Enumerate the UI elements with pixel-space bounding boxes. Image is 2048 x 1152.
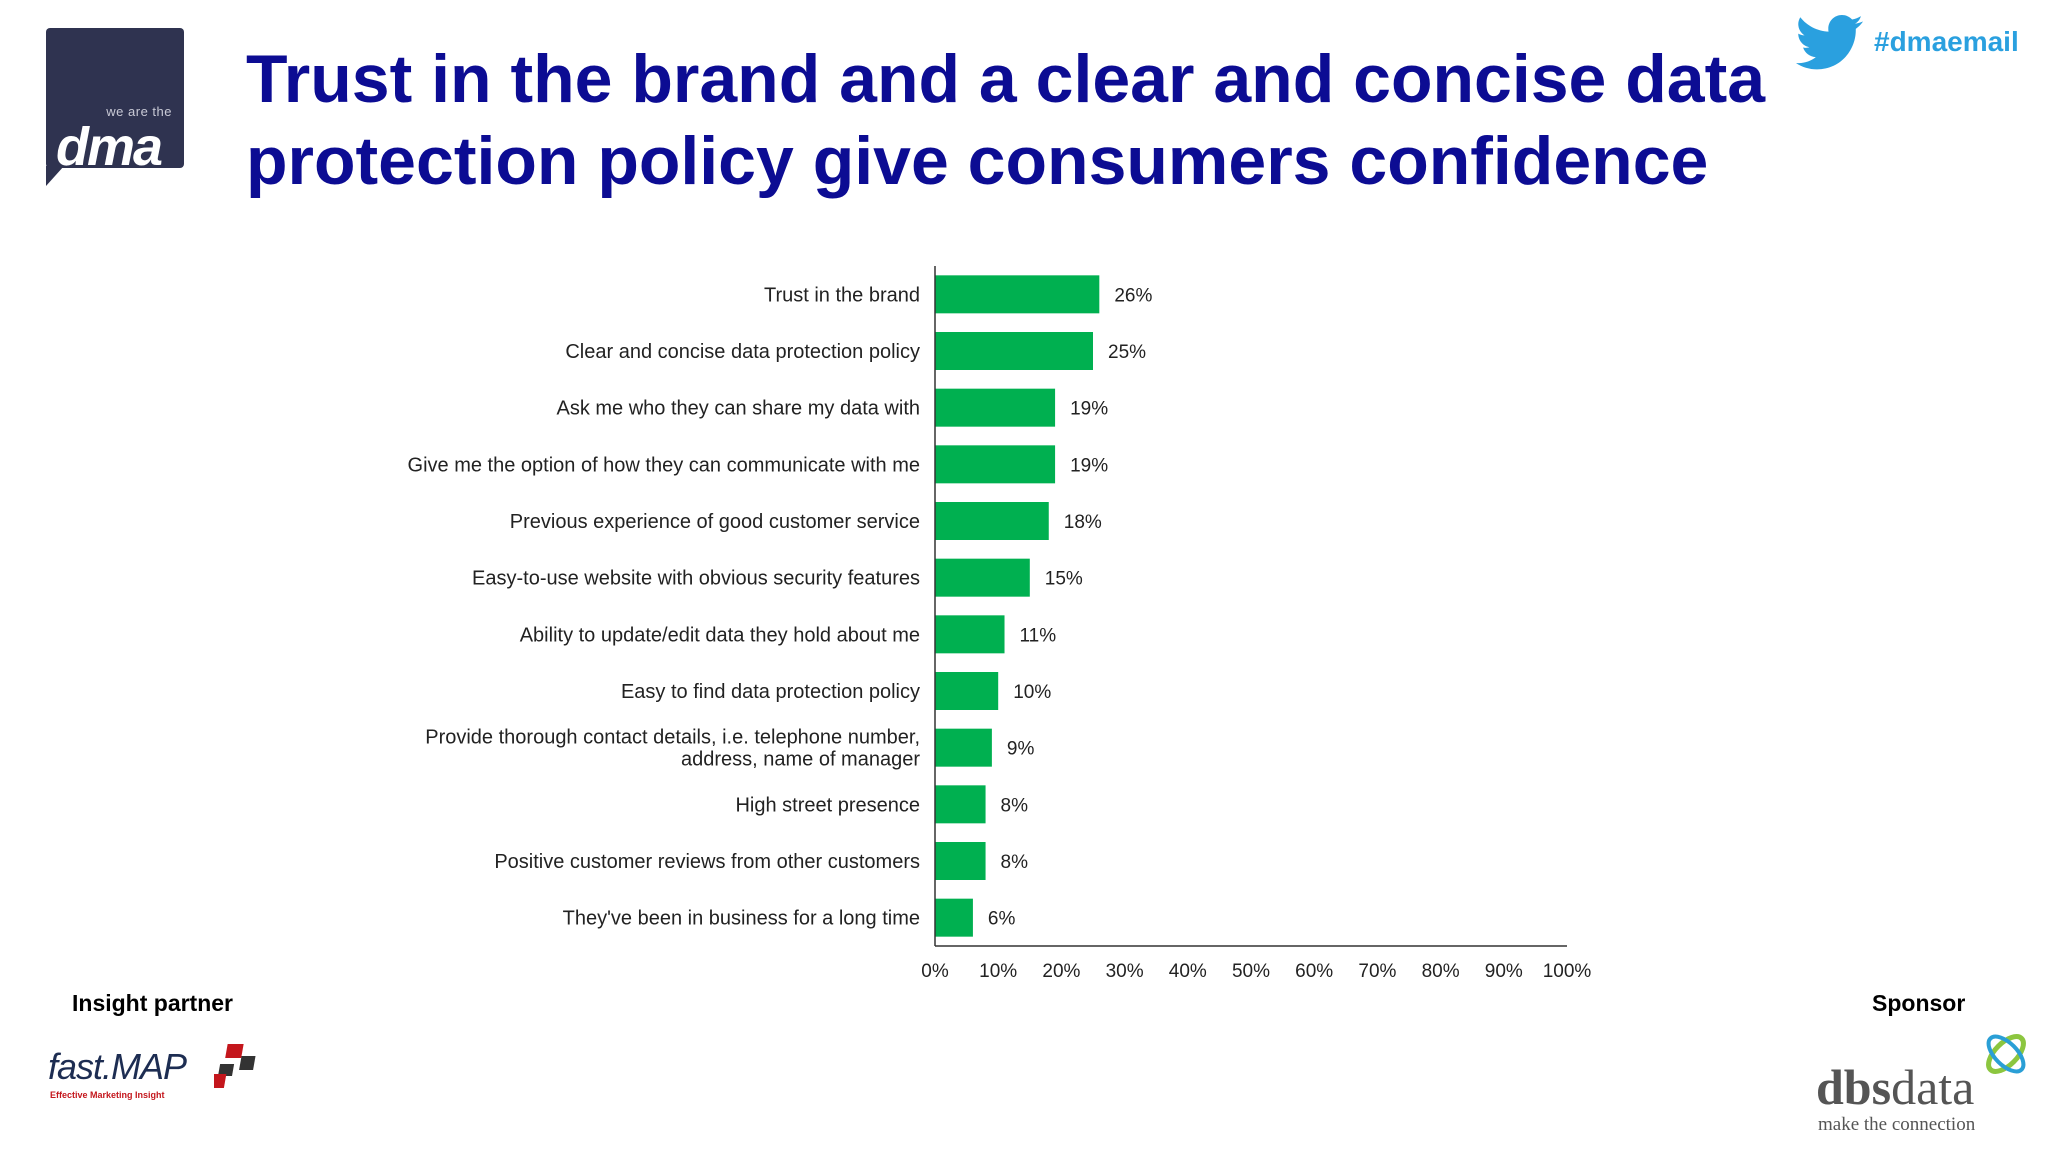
x-tick-label-30: 30% (1106, 961, 1144, 982)
category-label-2: Clear and concise data protection policy (565, 341, 920, 363)
dma-logo-box (46, 28, 184, 168)
page-title: Trust in the brand and a clear and conci… (246, 38, 1766, 202)
value-label-9: 9% (1007, 739, 1035, 760)
dma-logo-word: dma (56, 117, 163, 177)
dbs-data-logo-tagline: make the connection (1818, 1114, 1976, 1135)
bar-8 (935, 672, 999, 710)
category-label-line: Ask me who they can share my data with (557, 398, 921, 420)
dbs-swirl-icon (1986, 1034, 2026, 1074)
category-label-7: Ability to update/edit data they hold ab… (520, 624, 920, 646)
x-tick-label-100: 100% (1543, 961, 1592, 982)
category-label-12: They've been in business for a long time (563, 908, 920, 930)
x-tick-label-0: 0% (921, 961, 949, 982)
page-title-line-2: protection policy give consumers confide… (246, 123, 1709, 199)
x-tick-label-80: 80% (1422, 961, 1460, 982)
page-title-line-1: Trust in the brand and a clear and conci… (246, 41, 1766, 117)
fastmap-cube-icon (214, 1044, 256, 1088)
twitter-bird-icon (1796, 14, 1863, 70)
category-label-line: Give me the option of how they can commu… (408, 454, 920, 476)
category-label-6: Easy-to-use website with obvious securit… (472, 568, 920, 590)
value-label-8: 10% (1013, 682, 1051, 703)
x-tick-label-70: 70% (1358, 961, 1396, 982)
category-label-line: They've been in business for a long time (563, 908, 920, 930)
bar-6 (935, 558, 1030, 597)
x-tick-label-50: 50% (1232, 961, 1270, 982)
category-label-line: Provide thorough contact details, i.e. t… (425, 727, 920, 749)
bar-10 (935, 785, 986, 824)
value-label-1: 26% (1114, 285, 1152, 306)
category-label-8: Easy to find data protection policy (621, 681, 920, 703)
x-tick-label-90: 90% (1485, 961, 1523, 982)
fastmap-logo-tagline: Effective Marketing Insight (50, 1090, 165, 1100)
dma-logo: we are the dma (46, 28, 184, 186)
sponsor-label: Sponsor (1872, 990, 1966, 1016)
value-label-4: 19% (1070, 455, 1108, 476)
category-label-line: Ability to update/edit data they hold ab… (520, 624, 920, 646)
insight-partner-label: Insight partner (72, 990, 234, 1016)
value-label-7: 11% (1020, 625, 1057, 646)
value-label-11: 8% (1001, 852, 1029, 873)
fastmap-logo: fast.MAP Effective Marketing Insight (46, 1044, 266, 1116)
bar-5 (935, 502, 1049, 540)
bar-11 (935, 842, 986, 880)
category-label-11: Positive customer reviews from other cus… (494, 851, 920, 873)
dbs-data-logo-word-rest: data (1891, 1059, 1975, 1115)
fastmap-logo-word: fast.MAP (48, 1046, 187, 1087)
bar-7 (935, 615, 1005, 654)
category-label-line: Previous experience of good customer ser… (510, 511, 920, 533)
value-label-6: 15% (1045, 569, 1083, 590)
value-label-12: 6% (988, 909, 1016, 930)
value-label-3: 19% (1070, 399, 1108, 420)
category-label-line: address, name of manager (681, 749, 920, 771)
category-label-5: Previous experience of good customer ser… (510, 511, 920, 533)
category-label-line: High street presence (735, 794, 920, 816)
x-tick-label-10: 10% (979, 961, 1017, 982)
dma-logo-tail (46, 166, 64, 186)
category-label-line: Easy to find data protection policy (621, 681, 920, 703)
value-label-5: 18% (1064, 512, 1102, 533)
bar-3 (935, 388, 1056, 427)
value-label-2: 25% (1108, 342, 1146, 363)
category-label-line: Positive customer reviews from other cus… (494, 851, 920, 873)
category-label-9: Provide thorough contact details, i.e. t… (425, 727, 920, 771)
category-label-10: High street presence (735, 794, 920, 816)
category-label-3: Ask me who they can share my data with (557, 398, 921, 420)
dbs-data-logo-word: dbsdata (1816, 1062, 1974, 1112)
dbs-data-logo: dbsdata make the connection (1816, 1028, 2036, 1138)
bar-4 (935, 445, 1056, 484)
bar-1 (935, 275, 1100, 314)
dma-logo-tagline: we are the (106, 104, 172, 119)
hashtag: #dmaemail (1874, 26, 2019, 57)
x-tick-label-60: 60% (1295, 961, 1333, 982)
category-label-4: Give me the option of how they can commu… (408, 454, 920, 476)
value-label-10: 8% (1001, 795, 1029, 816)
category-label-1: Trust in the brand (764, 284, 920, 306)
category-label-line: Easy-to-use website with obvious securit… (472, 568, 920, 590)
bar-12 (935, 898, 973, 937)
bar-9 (935, 728, 992, 767)
category-label-line: Trust in the brand (764, 284, 920, 306)
dbs-data-logo-word-bold: dbs (1816, 1059, 1892, 1115)
x-tick-label-40: 40% (1169, 961, 1207, 982)
x-tick-label-20: 20% (1042, 961, 1080, 982)
category-label-line: Clear and concise data protection policy (565, 341, 920, 363)
bar-2 (935, 332, 1093, 370)
